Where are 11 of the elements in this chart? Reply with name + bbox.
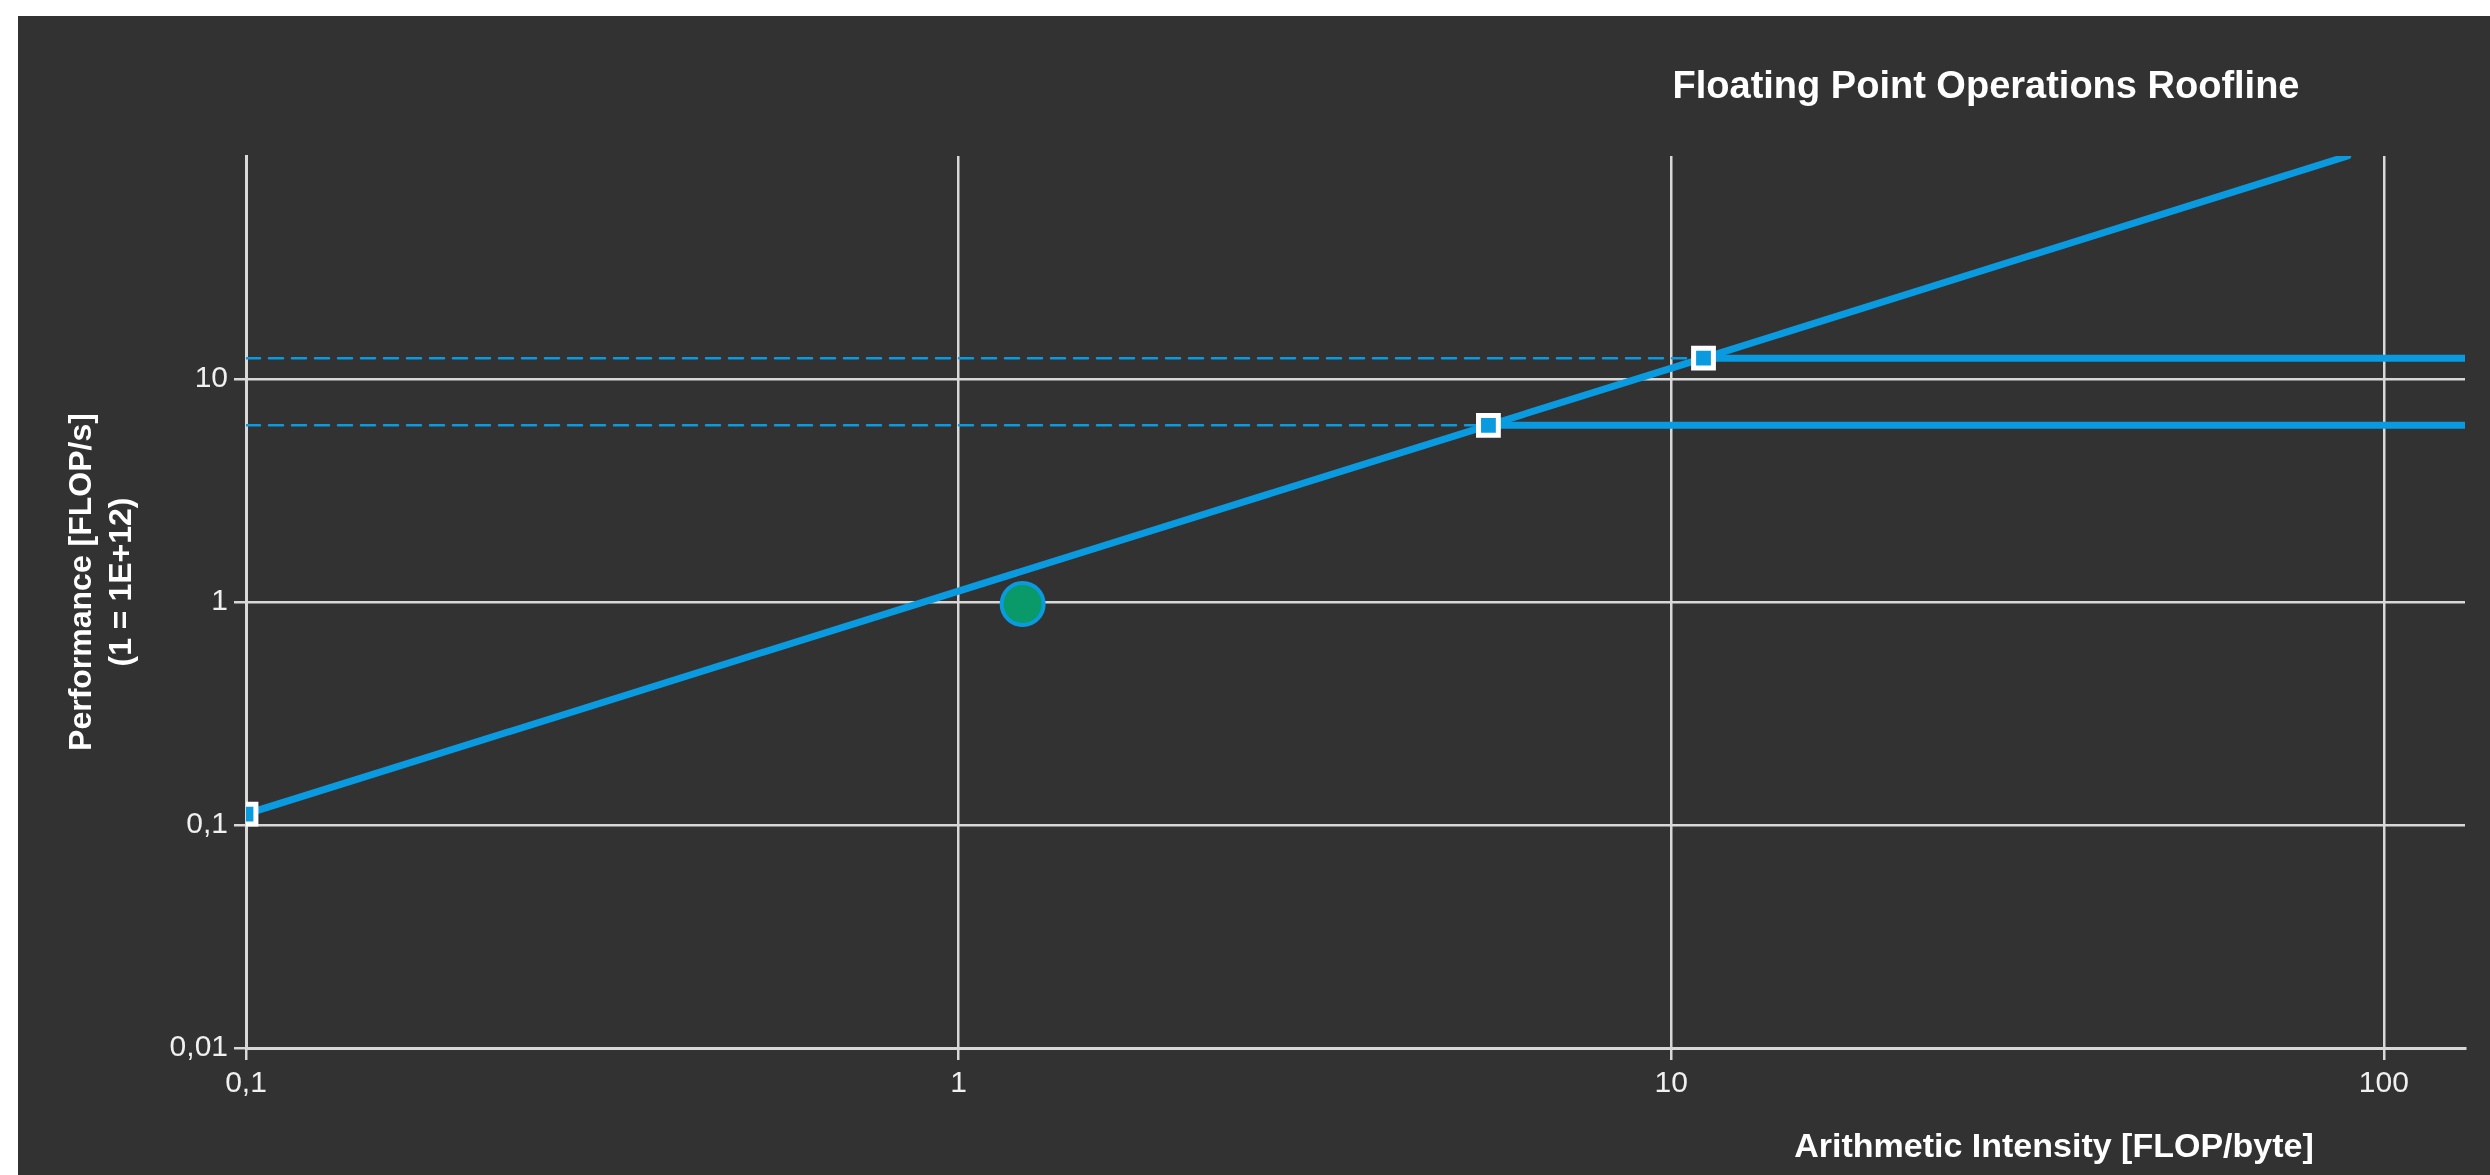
y-tick-label: 1 xyxy=(211,583,228,617)
x-tick-label: 1 xyxy=(950,1065,967,1099)
y-tick-label: 0,01 xyxy=(169,1029,228,1063)
y-axis-title: Performance [FLOP/s] (1 = 1E+12) xyxy=(61,413,138,751)
x-tick-label: 0,1 xyxy=(225,1065,267,1099)
x-tick-label: 100 xyxy=(2358,1065,2409,1099)
y-tick-label: 0,1 xyxy=(186,806,228,840)
chart-title: Floating Point Operations Roofline xyxy=(1672,64,2300,107)
x-tick-label: 10 xyxy=(1654,1065,1688,1099)
x-axis-title: Arithmetic Intensity [FLOP/byte] xyxy=(1794,1126,2314,1165)
y-tick-label: 10 xyxy=(194,360,228,394)
